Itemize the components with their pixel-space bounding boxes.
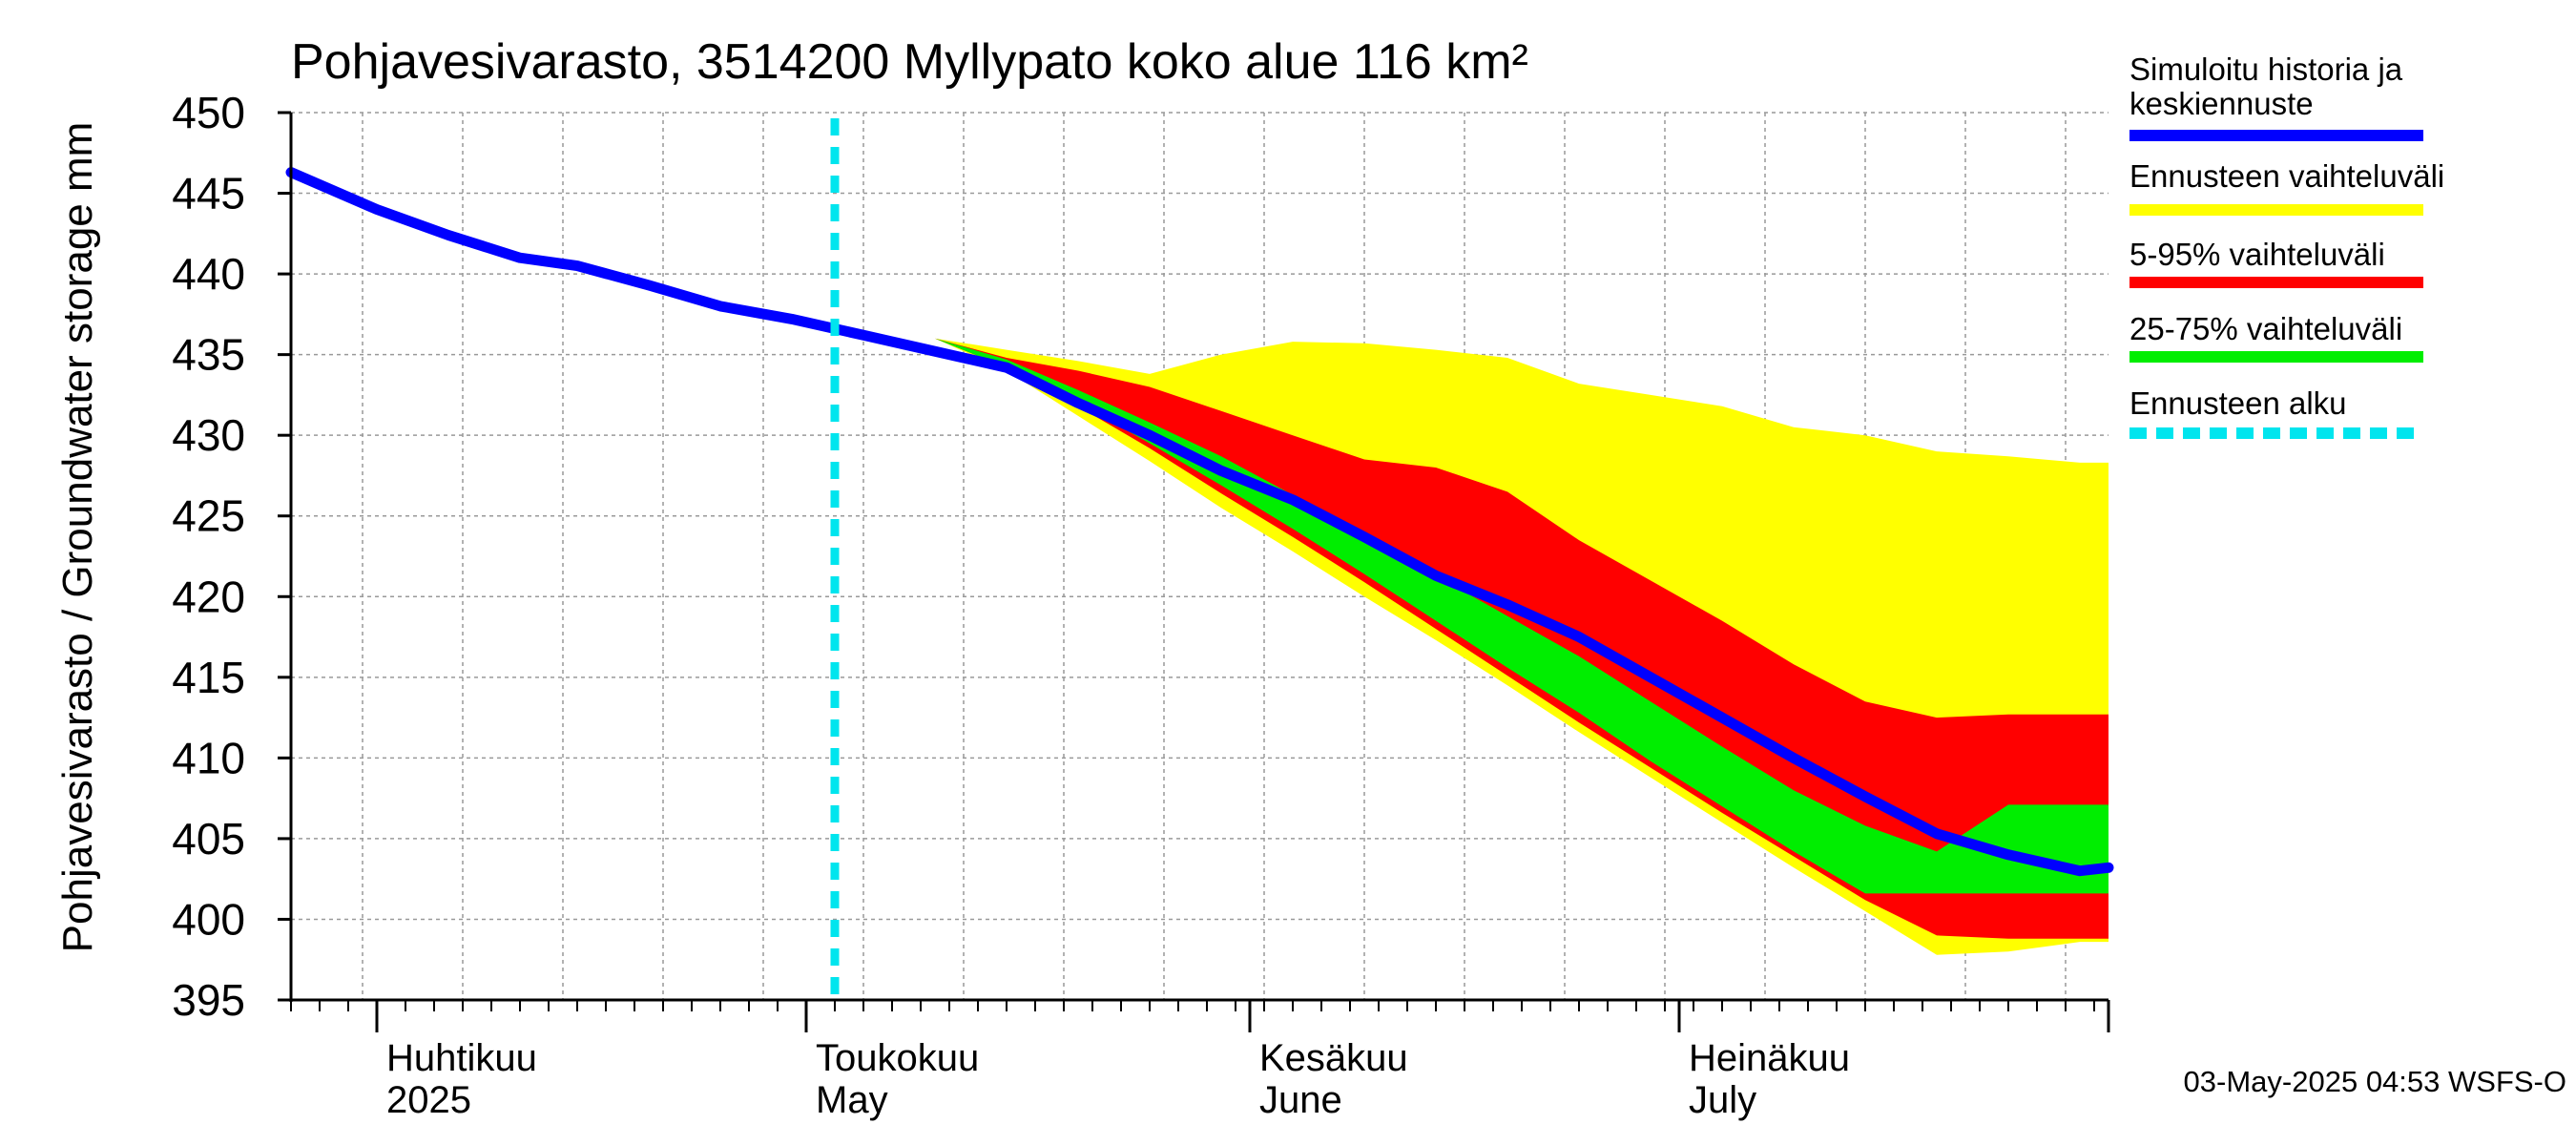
y-tick-label: 445 — [172, 169, 245, 219]
y-tick-label: 425 — [172, 491, 245, 541]
y-tick-label: 415 — [172, 653, 245, 702]
month-label-fi: Toukokuu — [816, 1037, 979, 1079]
month-label-en: May — [816, 1079, 888, 1121]
month-label-fi: Huhtikuu — [386, 1037, 537, 1079]
month-label-fi: Heinäkuu — [1689, 1037, 1850, 1079]
y-tick-label: 440 — [172, 249, 245, 299]
y-tick-label: 400 — [172, 894, 245, 944]
legend-label: 5-95% vaihteluväli — [2129, 237, 2385, 272]
y-tick-label: 405 — [172, 814, 245, 864]
axes — [278, 111, 2110, 1032]
mean-forecast-line — [285, 167, 2114, 877]
legend-label: Ennusteen vaihteluväli — [2129, 158, 2444, 194]
month-label-en: July — [1689, 1079, 1756, 1121]
y-tick-label: 395 — [172, 975, 245, 1025]
chart-title: Pohjavesivarasto, 3514200 Myllypato koko… — [291, 34, 1528, 90]
y-tick-label: 435 — [172, 330, 245, 380]
chart-texts: 395 400 405 410 415 420 425 430 435 440 445 450 Huht… — [54, 34, 2566, 1121]
month-label-en: June — [1259, 1079, 1342, 1121]
legend-label: keskiennuste — [2129, 86, 2314, 121]
month-label-fi: Kesäkuu — [1259, 1037, 1408, 1079]
legend-label: Ennusteen alku — [2129, 385, 2347, 421]
y-axis-label: Pohjavesivarasto / Groundwater storage m… — [54, 122, 101, 953]
y-tick-label: 420 — [172, 572, 245, 621]
y-tick-label: 430 — [172, 410, 245, 460]
timestamp-footer: 03-May-2025 04:53 WSFS-O — [2184, 1065, 2566, 1098]
y-tick-label: 410 — [172, 733, 245, 782]
y-tick-label: 450 — [172, 88, 245, 137]
month-label-en: 2025 — [386, 1079, 471, 1121]
legend-label: Simuloitu historia ja — [2129, 52, 2403, 87]
legend-label: 25-75% vaihteluväli — [2129, 311, 2402, 346]
series-lines — [285, 118, 2114, 1000]
